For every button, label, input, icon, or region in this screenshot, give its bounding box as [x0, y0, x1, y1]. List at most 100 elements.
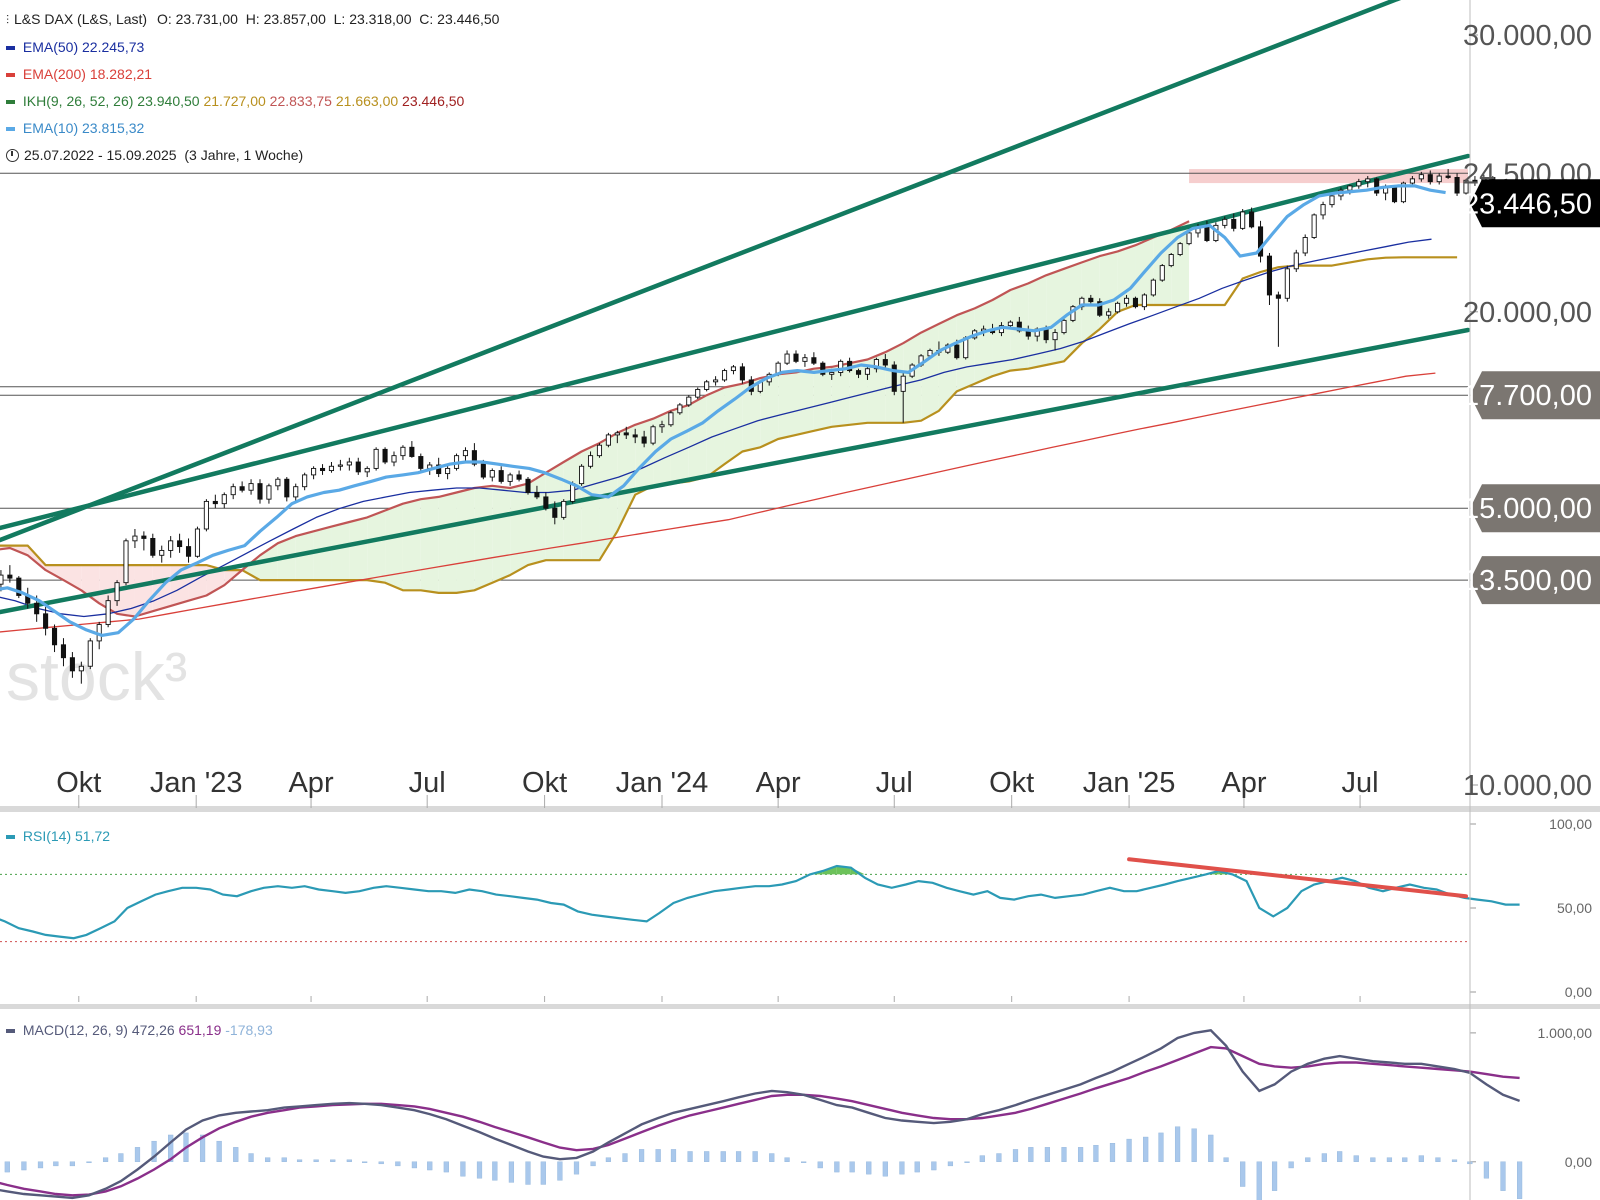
candle [319, 467, 326, 472]
level-label: 15.000,00 [1463, 493, 1592, 525]
candle [543, 496, 549, 509]
instrument-name: L&S DAX (L&S, Last) [14, 11, 148, 27]
macd-histogram-bar [670, 1149, 677, 1162]
candle [882, 359, 888, 366]
macd-histogram-bar [704, 1151, 710, 1162]
ikh-cloud [528, 472, 546, 566]
ikh-cloud [1099, 251, 1118, 330]
ohlc-values: O: 23.731,00 H: 23.857,00 L: 23.318,00 C… [156, 11, 500, 27]
candle [1088, 297, 1094, 303]
y-tick-label: 30.000,00 [1463, 20, 1592, 52]
macd-legend: MACD(12, 26, 9) 472,26 651,19 -178,93 [6, 1022, 273, 1038]
candle [605, 434, 611, 446]
macd-histogram-bar [834, 1161, 840, 1173]
candle [1240, 211, 1246, 229]
macd-histogram-bar [1208, 1134, 1214, 1162]
rsi-tick-label: 100,00 [1549, 816, 1592, 832]
candle [739, 366, 745, 381]
macd-histogram-bar [914, 1161, 920, 1173]
macd-histogram-bar [769, 1153, 775, 1162]
legend-ikh-value-1: 23.940,50 [137, 93, 200, 109]
candle [60, 644, 67, 659]
ikh-cloud [492, 485, 511, 583]
legend-period: 25.07.2022 - 15.09.2025 (3 Jahre, 1 Woch… [6, 142, 499, 169]
macd-tick-label: 0,00 [1565, 1154, 1592, 1170]
channel-lower-line [0, 327, 1471, 615]
candle [302, 474, 308, 488]
ikh-cloud [402, 499, 421, 591]
macd-histogram-bar [443, 1161, 449, 1173]
candle [668, 412, 674, 426]
macd-histogram-bar [21, 1161, 27, 1171]
y-tick-label: 10.000,00 [1463, 770, 1592, 802]
legend-ema50-value: 22.245,73 [82, 39, 145, 55]
resistance-zone [1189, 169, 1468, 184]
x-tick-label: Jan '25 [1083, 767, 1176, 799]
candle [311, 467, 317, 476]
ema10-swatch-icon [6, 127, 15, 132]
candle [1409, 178, 1415, 184]
macd-histogram-bar [590, 1161, 596, 1167]
candle [203, 500, 209, 530]
rsi-legend: RSI(14) 51,72 [6, 828, 110, 844]
x-tick-label: Jan '24 [616, 767, 709, 799]
candle [695, 388, 701, 398]
ikh-cloud [117, 565, 135, 617]
candle [43, 613, 49, 629]
candle [838, 360, 844, 373]
candle [1427, 174, 1433, 183]
legend-ema50-label: EMA(50) [22, 39, 79, 55]
macd-histogram-bar [265, 1157, 271, 1162]
macd-histogram-bar [296, 1159, 303, 1162]
candle [132, 535, 138, 542]
candle [114, 582, 120, 602]
ikh-cloud [63, 565, 82, 591]
ikh-cloud [831, 363, 850, 427]
price-panel: stock³ [0, 0, 1523, 715]
candle [1061, 319, 1067, 334]
candle [1043, 328, 1049, 341]
candle [168, 540, 174, 551]
candle [391, 455, 397, 463]
candle [1115, 302, 1121, 313]
ikh-cloud [635, 418, 654, 495]
candle [855, 370, 862, 375]
macd-histogram-bar [1126, 1138, 1132, 1162]
candle [400, 446, 406, 457]
candle [293, 486, 299, 498]
rsi-overbought-fill [850, 867, 865, 875]
macd-histogram-bar [1435, 1157, 1441, 1162]
candle [507, 474, 513, 482]
macd-histogram-bar [1353, 1155, 1359, 1162]
candle [471, 450, 477, 465]
macd-histogram-bar [638, 1149, 645, 1162]
ema10-line [0, 184, 1446, 638]
candle [1231, 218, 1237, 229]
candle [1311, 214, 1317, 238]
macd-histogram-bar [248, 1153, 254, 1162]
ema50-line [0, 238, 1432, 618]
macd-histogram-bar [134, 1147, 141, 1162]
candle [1007, 321, 1013, 327]
macd-histogram-bar [1271, 1161, 1278, 1191]
ikh-cloud [510, 483, 528, 576]
macd-histogram-bar [1451, 1159, 1458, 1162]
ikh-cloud [813, 366, 832, 431]
candle [480, 463, 486, 478]
legend-ema50: EMA(50) 22.245,73 [6, 34, 499, 61]
candle [623, 432, 629, 436]
ikh-cloud [313, 526, 332, 581]
candle [1016, 321, 1022, 332]
last-price-label: 23.446,50 [1463, 188, 1592, 220]
candle [328, 465, 335, 472]
macd-histogram-bar [817, 1161, 823, 1169]
legend-ikh-value-3: 22.833,75 [269, 93, 332, 109]
candle [873, 359, 879, 370]
legend-ikh-label: IKH(9, 26, 52, 26) [22, 93, 134, 109]
macd-histogram-bar [996, 1153, 1002, 1162]
rsi-divergence-line [1127, 857, 1468, 899]
macd-histogram-bar [460, 1161, 466, 1177]
macd-histogram-bar [151, 1140, 157, 1162]
candle [418, 456, 424, 469]
macd-histogram-bar [233, 1147, 239, 1162]
